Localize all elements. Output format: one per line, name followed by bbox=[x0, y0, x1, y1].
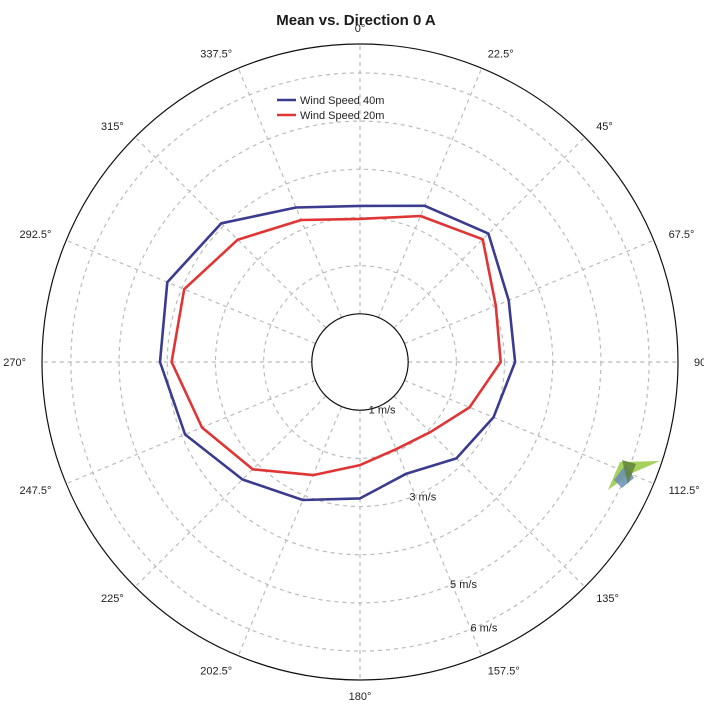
outer-ring bbox=[41, 43, 679, 681]
direction-label: 67.5° bbox=[669, 229, 695, 241]
direction-label: 157.5° bbox=[488, 666, 520, 678]
logo-icon bbox=[608, 460, 660, 490]
radial-label: 3 m/s bbox=[409, 492, 436, 504]
direction-label: 270° bbox=[3, 357, 26, 369]
direction-labels: 0° 22.5° 45° 67.5° 90 112.5° 135° 157.5° 180° 202… bbox=[3, 23, 704, 703]
direction-label: 112.5° bbox=[669, 485, 700, 497]
grid-spoke bbox=[377, 67, 483, 318]
inner-ring bbox=[311, 313, 409, 411]
grid-spoke bbox=[65, 379, 316, 485]
grid-spoke bbox=[134, 395, 327, 588]
direction-label: 225° bbox=[101, 593, 124, 605]
chart-title: Mean vs. Direction 0 A bbox=[276, 12, 436, 29]
grid-spoke bbox=[404, 239, 655, 345]
grid-spoke bbox=[237, 406, 343, 657]
direction-label: 180° bbox=[349, 691, 372, 703]
grid-spoke bbox=[237, 67, 343, 318]
direction-label: 337.5° bbox=[200, 48, 232, 60]
series-line-wind-speed-20m bbox=[170, 214, 503, 477]
grid-spoke bbox=[393, 395, 586, 588]
grid-spoke bbox=[404, 379, 655, 485]
grid-spoke bbox=[65, 239, 316, 345]
radial-labels: 1 m/s 3 m/s 5 m/s 6 m/s bbox=[369, 404, 498, 634]
direction-label: 247.5° bbox=[19, 485, 51, 497]
direction-label: 202.5° bbox=[200, 666, 232, 678]
legend-entry: Wind Speed 40m bbox=[300, 95, 384, 107]
radial-label: 1 m/s bbox=[369, 404, 396, 416]
radial-label: 5 m/s bbox=[450, 579, 477, 591]
grid bbox=[42, 44, 678, 680]
grid-spoke bbox=[134, 136, 327, 329]
direction-label: 22.5° bbox=[488, 48, 514, 60]
legend: Wind Speed 40m Wind Speed 20m bbox=[277, 95, 384, 122]
grid-spoke bbox=[393, 136, 586, 329]
direction-label: 45° bbox=[596, 121, 613, 133]
legend-entry: Wind Speed 20m bbox=[300, 110, 384, 122]
grid-spoke bbox=[377, 406, 483, 657]
direction-label: 315° bbox=[101, 121, 124, 133]
series-layer bbox=[158, 204, 517, 502]
direction-label: 90 bbox=[694, 357, 704, 369]
radial-label: 6 m/s bbox=[470, 623, 497, 635]
direction-label: 292.5° bbox=[19, 229, 51, 241]
direction-label: 0° bbox=[355, 23, 366, 35]
direction-label: 135° bbox=[596, 593, 619, 605]
series-line-wind-speed-40m bbox=[158, 204, 517, 502]
